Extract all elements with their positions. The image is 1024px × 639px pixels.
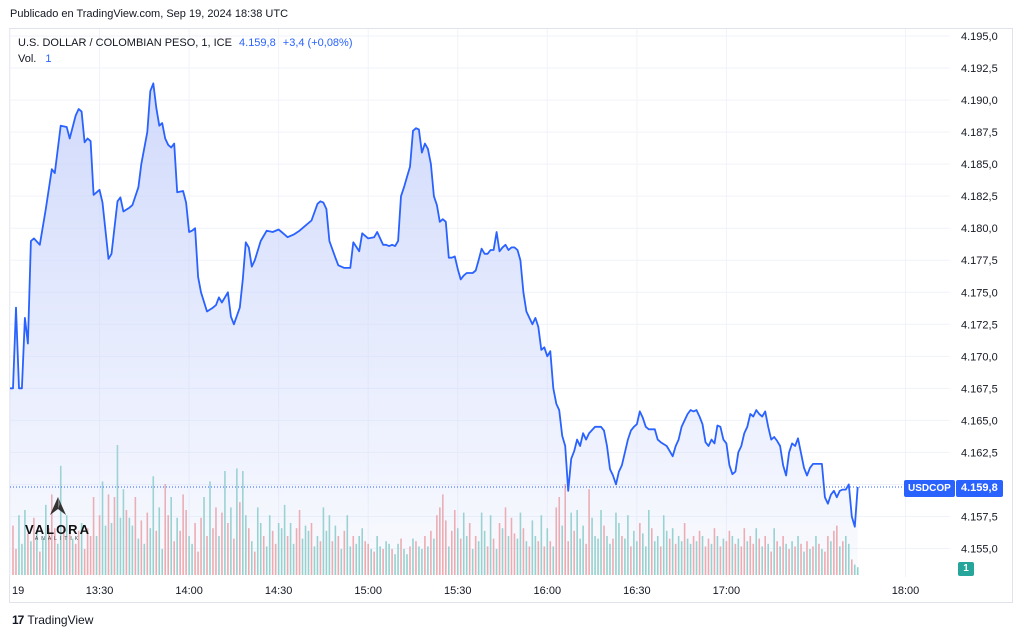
price-area-fill bbox=[10, 83, 858, 576]
y-tick-label: 4.155,0 bbox=[961, 544, 998, 556]
x-tick-label: 15:30 bbox=[444, 585, 472, 597]
legend-last: 4.159,8 bbox=[239, 37, 276, 49]
y-tick-label: 4.157,5 bbox=[961, 511, 998, 523]
y-tick-label: 4.187,5 bbox=[961, 127, 998, 139]
footer: 17 TradingView bbox=[12, 613, 93, 627]
last-price-tag: 4.159,8 bbox=[956, 480, 1003, 497]
y-tick-label: 4.175,0 bbox=[961, 287, 998, 299]
y-tick-label: 4.170,0 bbox=[961, 351, 998, 363]
y-tick-label: 4.180,0 bbox=[961, 223, 998, 235]
y-tick-label: 4.177,5 bbox=[961, 255, 998, 267]
y-tick-label: 4.195,0 bbox=[961, 31, 998, 43]
published-note: Publicado en TradingView.com, Sep 19, 20… bbox=[10, 8, 289, 20]
x-tick-label: 13:30 bbox=[86, 585, 114, 597]
price-area bbox=[10, 82, 950, 576]
legend-vol-value: 1 bbox=[45, 53, 52, 65]
x-tick-label: 15:00 bbox=[354, 585, 382, 597]
x-tick-label: 17:00 bbox=[713, 585, 741, 597]
legend-vol-label[interactable]: Vol. bbox=[18, 53, 37, 65]
price-line bbox=[10, 82, 859, 528]
valora-logo-icon bbox=[50, 497, 66, 515]
x-tick-label: 18:00 bbox=[892, 585, 920, 597]
symbol-price-tag: USDCOP bbox=[904, 480, 955, 497]
valora-watermark: VALORA ANALITIK bbox=[22, 495, 94, 542]
y-tick-label: 4.182,5 bbox=[961, 191, 998, 203]
legend-change: +3,4 (+0,08%) bbox=[282, 37, 353, 49]
valora-sub: ANALITIK bbox=[34, 536, 82, 542]
valora-name: VALORA bbox=[25, 522, 91, 537]
y-tick-label: 4.165,0 bbox=[961, 415, 998, 427]
volume-tag: 1 bbox=[958, 562, 974, 576]
legend-symbol[interactable]: U.S. DOLLAR / COLOMBIAN PESO, 1, ICE bbox=[18, 37, 232, 49]
volume-bar bbox=[856, 567, 859, 575]
y-tick-label: 4.167,5 bbox=[961, 383, 998, 395]
x-tick-label: 16:00 bbox=[534, 585, 562, 597]
y-axis: 4.195,0 4.192,5 4.190,0 4.187,5 4.185,0 4.182… bbox=[961, 31, 998, 556]
y-tick-label: 4.162,5 bbox=[961, 447, 998, 459]
y-tick-label: 4.192,5 bbox=[961, 63, 998, 75]
y-tick-label: 4.172,5 bbox=[961, 319, 998, 331]
x-tick-label: 14:30 bbox=[265, 585, 293, 597]
footer-brand[interactable]: TradingView bbox=[27, 613, 94, 627]
tradingview-logo-icon: 17 bbox=[12, 613, 24, 627]
x-axis: 19 13:30 14:00 14:30 15:00 15:30 16:00 16:30 17:… bbox=[12, 585, 919, 597]
x-tick-label: 16:30 bbox=[623, 585, 651, 597]
y-tick-label: 4.185,0 bbox=[961, 159, 998, 171]
x-tick-label: 14:00 bbox=[175, 585, 203, 597]
x-tick-label: 19 bbox=[12, 585, 24, 597]
y-tick-label: 4.190,0 bbox=[961, 95, 998, 107]
chart-legend: U.S. DOLLAR / COLOMBIAN PESO, 1, ICE 4.1… bbox=[18, 35, 353, 67]
